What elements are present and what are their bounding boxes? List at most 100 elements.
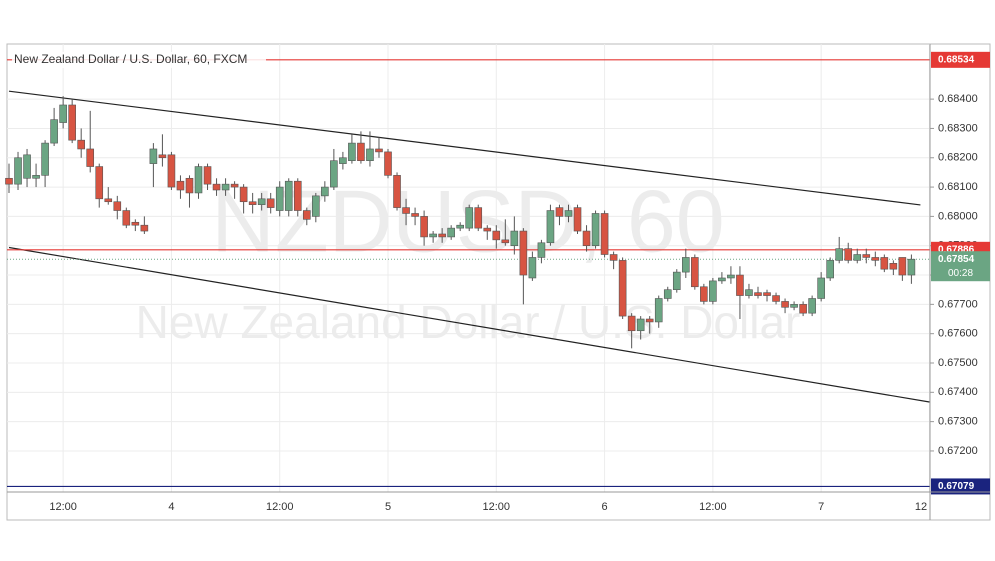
candle-body [185, 177, 194, 194]
chart-frame [6, 43, 991, 521]
y-tick-label: 0.67600 [938, 328, 978, 340]
candle-body [41, 142, 49, 176]
candle-body [104, 198, 113, 203]
x-tick-label: 6 [602, 501, 608, 513]
candle-body [158, 154, 167, 159]
candle-body [149, 148, 158, 164]
candle-body [230, 183, 239, 188]
candle-body [880, 257, 889, 270]
candle-body [275, 186, 284, 211]
x-tick-label: 12:00 [266, 501, 294, 513]
candle-body [131, 221, 140, 226]
candle-body [257, 198, 266, 205]
watermark-subtitle: New Zealand Dollar / U.S. Dollar [136, 296, 801, 348]
candle-body [555, 207, 564, 217]
candle-body [853, 254, 862, 261]
x-tick-label: 12:00 [483, 501, 511, 513]
candle-body [663, 289, 672, 299]
candle-body [59, 104, 67, 123]
x-tick-label: 4 [168, 501, 174, 513]
candle-body [582, 230, 591, 247]
candle-body [627, 315, 636, 332]
y-tick-label: 0.67300 [938, 416, 978, 428]
candle-body [654, 298, 663, 323]
trend-line [8, 90, 921, 206]
candle-body [384, 151, 392, 176]
candle-body [330, 160, 338, 188]
price-label: 0.67079 [938, 481, 975, 492]
candle-body [167, 154, 176, 188]
price-label-box [931, 478, 990, 495]
candle-body [709, 280, 717, 302]
candle-body [293, 180, 302, 211]
candle-body [86, 148, 95, 167]
candle-body [483, 227, 492, 232]
title-bg [12, 52, 266, 68]
candle-body [609, 254, 618, 261]
candle-body [212, 183, 221, 191]
candle-body [402, 207, 410, 214]
candle-body [140, 224, 149, 232]
candle-body [799, 304, 807, 314]
candle-body [736, 274, 744, 296]
candle-body [465, 207, 474, 229]
candle-body [5, 177, 13, 185]
candle-body [745, 289, 753, 296]
candle-body [826, 260, 834, 279]
candle-body [176, 180, 185, 191]
candle-body [835, 248, 844, 261]
y-tick-label: 0.67200 [938, 445, 978, 457]
candle-body [113, 201, 122, 211]
price-label: 0.67886 [938, 244, 975, 255]
candle-body [302, 210, 311, 220]
candle-body [375, 148, 383, 153]
candle-body [591, 213, 600, 247]
candle-body [239, 186, 248, 203]
candle-body [501, 239, 510, 244]
candle-body [221, 183, 230, 191]
candle-body [492, 230, 501, 241]
candle-body [844, 248, 853, 261]
price-label: 0.68534 [938, 54, 975, 65]
y-tick-label: 0.67700 [938, 298, 978, 310]
candle-body [772, 295, 780, 302]
candle-body [357, 142, 365, 161]
candle-body [528, 257, 537, 279]
candle-body [718, 277, 726, 282]
candle-body [781, 301, 789, 308]
y-tick-label: 0.68400 [938, 93, 978, 105]
candle-body [348, 142, 356, 161]
candle-body [672, 271, 681, 290]
y-tick-label: 0.67400 [938, 386, 978, 398]
candle-body [808, 298, 816, 314]
candle-body [122, 210, 131, 226]
candle-body [889, 263, 898, 270]
candle-body [645, 318, 654, 323]
candle-body [77, 139, 85, 150]
candle-body [754, 292, 762, 296]
x-tick-label: 5 [385, 501, 391, 513]
candle-body [321, 186, 329, 197]
candle-body [393, 175, 401, 208]
candle-body [519, 230, 528, 276]
candle-body [474, 207, 483, 229]
candle-body [907, 258, 916, 276]
candle-body [95, 166, 104, 200]
candle-body [546, 210, 555, 244]
candle-body [50, 119, 58, 144]
candle-body [266, 198, 275, 208]
y-tick-label: 0.68100 [938, 181, 978, 193]
x-tick-label: 12:00 [699, 501, 727, 513]
candle-body [790, 304, 798, 308]
candle-body [763, 292, 771, 296]
candle-body [600, 213, 609, 255]
candle-body [23, 154, 31, 179]
candle-body [68, 104, 76, 141]
candle-body [248, 201, 257, 205]
candle-body [284, 180, 293, 211]
candle-body [636, 318, 645, 332]
countdown: 00:28 [948, 268, 973, 279]
x-tick-label: 12 [915, 501, 927, 513]
candle-body [312, 195, 320, 217]
